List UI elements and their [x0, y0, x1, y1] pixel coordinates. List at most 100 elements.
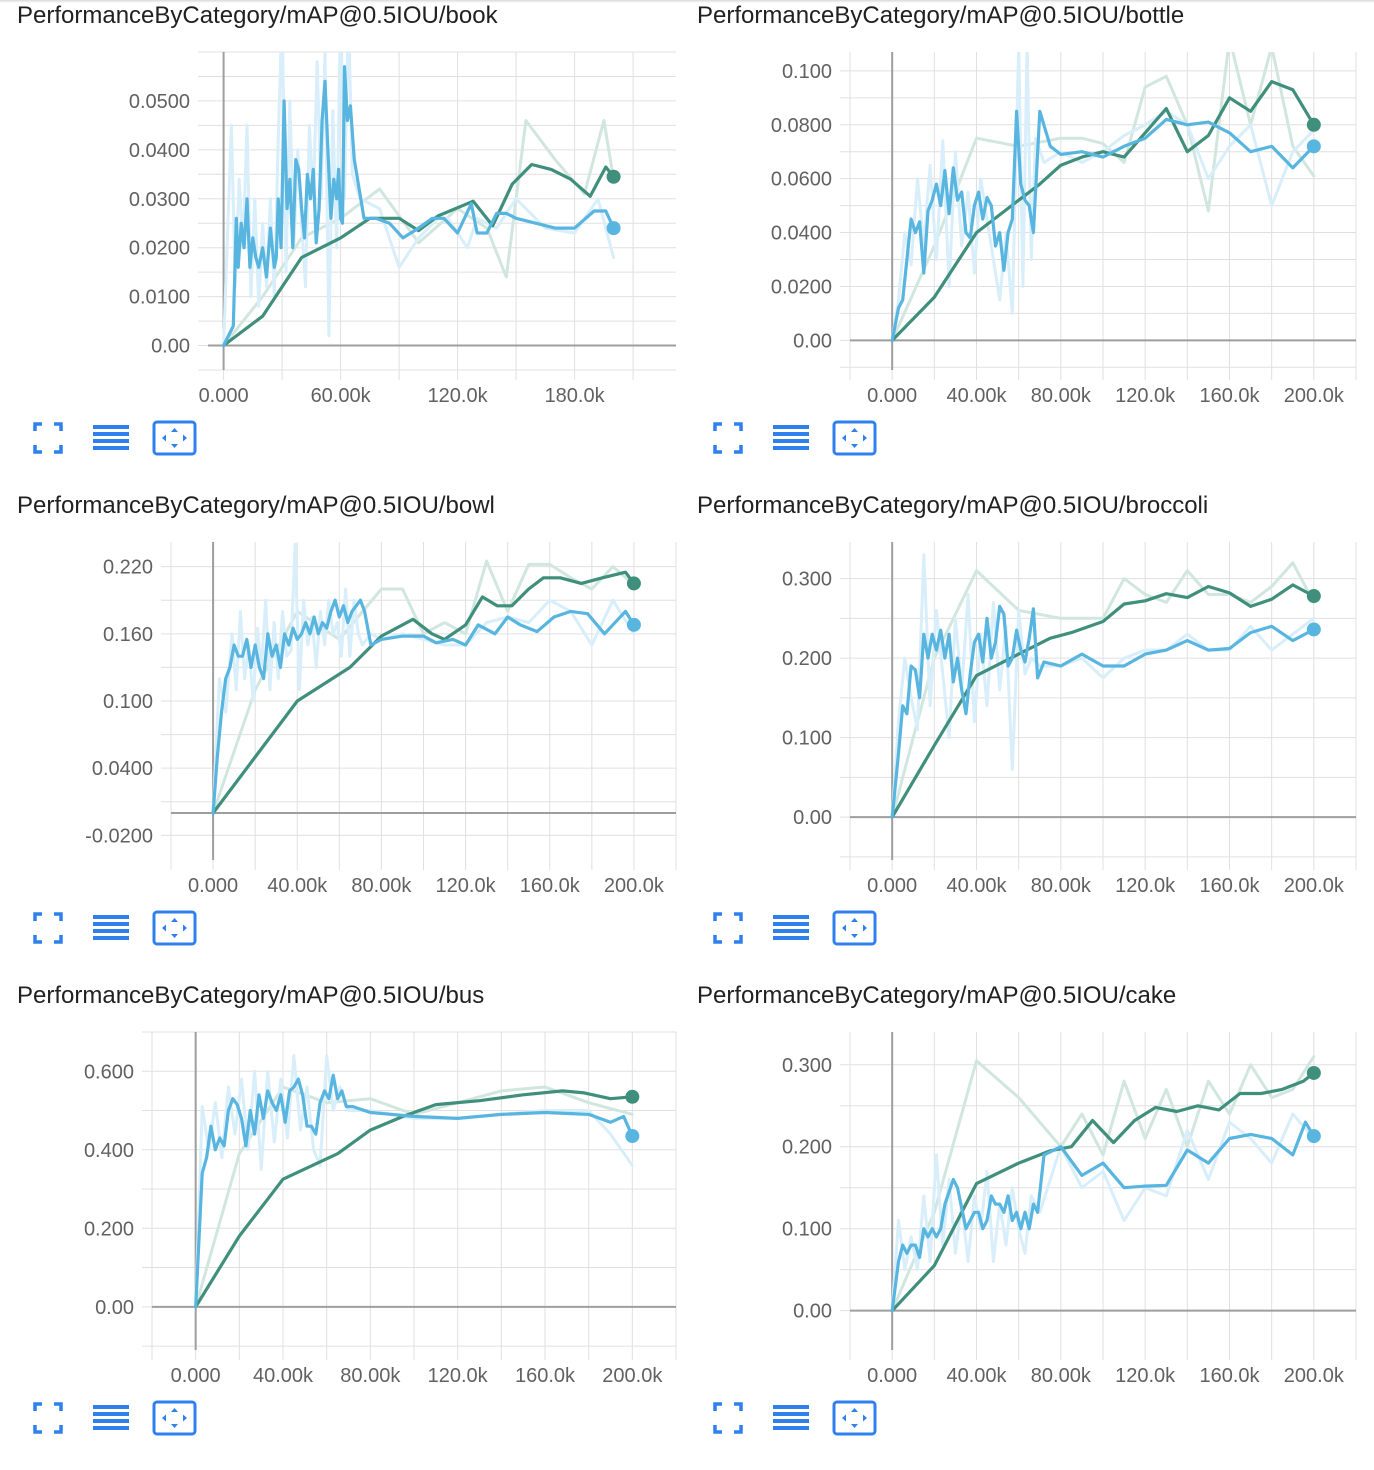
teal-last-value-marker[interactable] — [606, 169, 621, 184]
teal-last-value-marker[interactable] — [626, 576, 641, 591]
blue-last-value-marker[interactable] — [626, 617, 641, 632]
teal-last-value-marker[interactable] — [1306, 589, 1321, 604]
chart-card: PerformanceByCategory/mAP@0.5IOU/bus 0.00… — [0, 980, 680, 1470]
fit-domain-button[interactable] — [152, 1400, 198, 1436]
toggle-data-table-button[interactable] — [771, 910, 811, 946]
fullscreen-button[interactable] — [713, 910, 743, 946]
fit-domain-icon — [152, 910, 197, 946]
x-tick-label: 180.0k — [545, 385, 606, 407]
fit-domain-icon — [832, 1400, 877, 1436]
blue-smooth-series-line — [194, 1073, 634, 1309]
fullscreen-icon — [33, 422, 63, 454]
blue-last-value-marker[interactable] — [606, 221, 621, 236]
chart-toolbar — [33, 1400, 213, 1440]
teal-smooth-series-line — [890, 1071, 1316, 1313]
toggle-data-table-button[interactable] — [771, 1400, 811, 1436]
x-tick-label: 160.0k — [515, 1365, 576, 1387]
y-tick-label: 0.300 — [782, 1055, 832, 1077]
y-tick-label: -0.0200 — [85, 825, 153, 847]
data-table-icon — [773, 1405, 809, 1430]
chart-title: PerformanceByCategory/mAP@0.5IOU/bowl — [17, 492, 495, 519]
fullscreen-icon — [713, 422, 743, 454]
fullscreen-button[interactable] — [713, 420, 743, 456]
toggle-data-table-button[interactable] — [91, 910, 131, 946]
line-chart[interactable]: 0.000 40.00k 80.00k 120.0k 160.0k 200.0k 0.00 0… — [680, 490, 1360, 905]
fit-domain-icon — [832, 910, 877, 946]
y-tick-label: 0.00 — [793, 807, 832, 829]
y-tick-label: 0.0300 — [129, 189, 190, 211]
fit-domain-button[interactable] — [832, 1400, 878, 1436]
y-tick-label: 0.00 — [95, 1297, 134, 1319]
line-chart[interactable]: 0.000 40.00k 80.00k 120.0k 160.0k 200.0k -0.02… — [0, 490, 680, 905]
toggle-data-table-button[interactable] — [771, 420, 811, 456]
x-tick-label: 40.00k — [267, 875, 328, 897]
y-tick-label: 0.0800 — [771, 115, 832, 137]
blue-last-value-marker[interactable] — [1306, 622, 1321, 637]
data-table-icon — [773, 915, 809, 940]
teal-last-value-marker[interactable] — [1306, 117, 1321, 132]
fullscreen-icon — [713, 1402, 743, 1434]
blue-last-value-marker[interactable] — [625, 1129, 640, 1144]
line-chart[interactable]: 0.000 60.00k 120.0k 180.0k 0.00 0.0100 0.0200 0… — [0, 0, 680, 415]
y-tick-label: 0.0400 — [92, 758, 153, 780]
data-table-icon — [93, 915, 129, 940]
blue-last-value-marker[interactable] — [1306, 1129, 1321, 1144]
blue-smooth-series-line — [890, 109, 1316, 342]
x-tick-label: 80.00k — [351, 875, 412, 897]
x-tick-label: 60.00k — [311, 385, 372, 407]
line-chart[interactable]: 0.000 40.00k 80.00k 120.0k 160.0k 200.0k 0.00 0… — [680, 0, 1360, 415]
fullscreen-button[interactable] — [33, 420, 63, 456]
blue-smooth-series-line — [211, 598, 636, 815]
fit-domain-button[interactable] — [152, 910, 198, 946]
line-chart[interactable]: 0.000 40.00k 80.00k 120.0k 160.0k 200.0k 0.00 0… — [0, 980, 680, 1395]
x-tick-label: 160.0k — [1199, 1365, 1260, 1387]
y-tick-label: 0.00 — [151, 336, 190, 358]
teal-last-value-marker[interactable] — [1306, 1065, 1321, 1080]
fit-domain-button[interactable] — [832, 420, 878, 456]
grid — [161, 542, 677, 870]
chart-title: PerformanceByCategory/mAP@0.5IOU/broccol… — [697, 492, 1209, 519]
fullscreen-button[interactable] — [33, 910, 63, 946]
fullscreen-button[interactable] — [713, 1400, 743, 1436]
data-table-icon — [773, 425, 809, 450]
chart-toolbar — [713, 910, 893, 950]
teal-raw-series-line — [890, 561, 1316, 819]
x-tick-label: 0.000 — [867, 1365, 917, 1387]
toggle-data-table-button[interactable] — [91, 420, 131, 456]
fit-domain-button[interactable] — [832, 910, 878, 946]
x-tick-label: 200.0k — [1284, 875, 1345, 897]
x-tick-label: 0.000 — [188, 875, 238, 897]
x-tick-label: 120.0k — [428, 1365, 489, 1387]
chart-title: PerformanceByCategory/mAP@0.5IOU/book — [17, 2, 498, 29]
chart-toolbar — [713, 420, 893, 460]
x-tick-label: 0.000 — [867, 875, 917, 897]
x-tick-label: 80.00k — [1031, 385, 1092, 407]
y-tick-label: 0.00 — [793, 330, 832, 352]
toggle-data-table-button[interactable] — [91, 1400, 131, 1436]
fullscreen-icon — [713, 912, 743, 944]
line-chart[interactable]: 0.000 40.00k 80.00k 120.0k 160.0k 200.0k 0.00 0… — [680, 980, 1360, 1395]
x-tick-label: 80.00k — [1031, 875, 1092, 897]
chart-card: PerformanceByCategory/mAP@0.5IOU/book 0.0… — [0, 0, 680, 490]
x-tick-label: 40.00k — [946, 385, 1007, 407]
fullscreen-button[interactable] — [33, 1400, 63, 1436]
fit-domain-button[interactable] — [152, 420, 198, 456]
y-tick-label: 0.300 — [782, 569, 832, 591]
chart-title: PerformanceByCategory/mAP@0.5IOU/cake — [697, 982, 1177, 1009]
fullscreen-icon — [33, 1402, 63, 1434]
y-tick-label: 0.200 — [84, 1218, 134, 1240]
y-tick-label: 0.400 — [84, 1140, 134, 1162]
y-tick-label: 0.100 — [782, 1219, 832, 1241]
x-tick-label: 160.0k — [520, 875, 581, 897]
chart-toolbar — [713, 1400, 893, 1440]
chart-card: PerformanceByCategory/mAP@0.5IOU/broccol… — [680, 490, 1360, 980]
blue-last-value-marker[interactable] — [1306, 139, 1321, 154]
chart-card: PerformanceByCategory/mAP@0.5IOU/cake 0.0… — [680, 980, 1360, 1470]
y-tick-label: 0.0500 — [129, 91, 190, 113]
y-tick-label: 0.0400 — [771, 223, 832, 245]
x-tick-label: 40.00k — [946, 1365, 1007, 1387]
data-table-icon — [93, 1405, 129, 1430]
teal-last-value-marker[interactable] — [625, 1089, 640, 1104]
y-tick-label: 0.0100 — [129, 287, 190, 309]
y-tick-label: 0.00 — [793, 1301, 832, 1323]
